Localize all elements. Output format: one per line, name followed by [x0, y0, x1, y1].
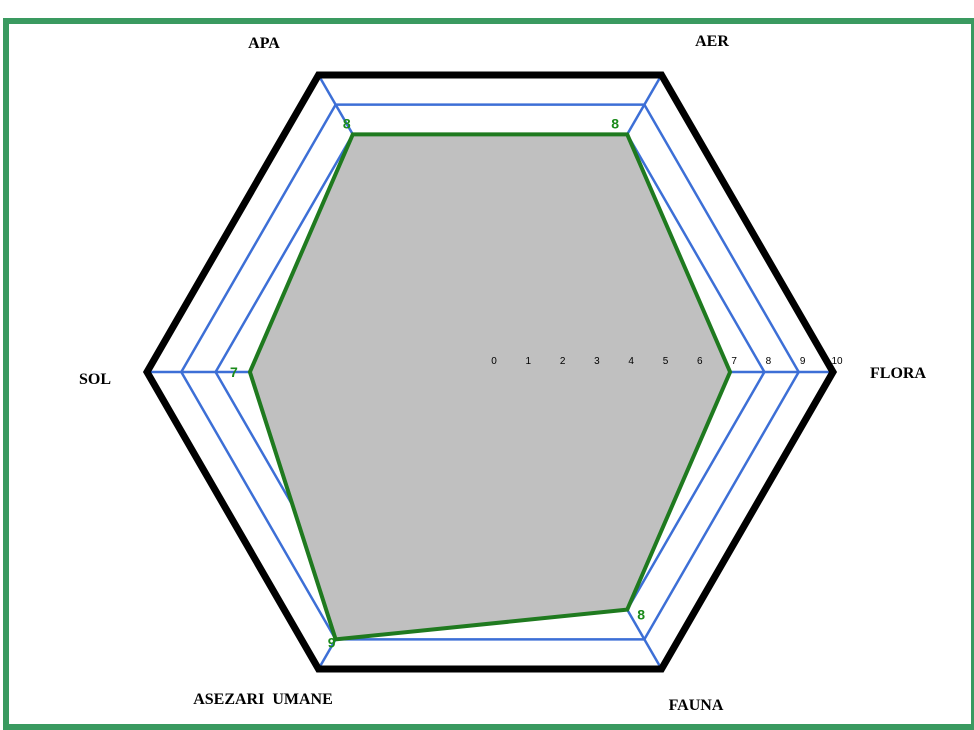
value-label: 7 [230, 364, 238, 380]
axis-label: APA [248, 35, 280, 52]
tick-label: 8 [766, 356, 772, 367]
axis-label: SOL [79, 371, 111, 388]
tick-label: 2 [560, 356, 566, 367]
tick-label: 5 [663, 356, 669, 367]
outer-ring [142, 71, 838, 673]
tick-label: 9 [800, 356, 806, 367]
axis-label: AER [695, 33, 729, 50]
series-area [249, 134, 731, 640]
tick-label: 0 [491, 356, 497, 367]
axis-label: FLORA [870, 365, 926, 382]
tick-label: 7 [731, 356, 737, 367]
value-label: 8 [637, 607, 645, 623]
tick-label: 6 [697, 356, 703, 367]
axis-label: ASEZARI UMANE [193, 691, 333, 708]
value-label: 8 [611, 115, 619, 131]
tick-label: 3 [594, 356, 600, 367]
value-label: 9 [328, 634, 336, 650]
series-line [247, 132, 733, 642]
axis-label: FAUNA [669, 697, 724, 714]
tick-label: 4 [628, 356, 634, 367]
tick-label: 10 [831, 356, 843, 367]
value-label: 8 [343, 115, 351, 131]
tick-label: 1 [526, 356, 532, 367]
